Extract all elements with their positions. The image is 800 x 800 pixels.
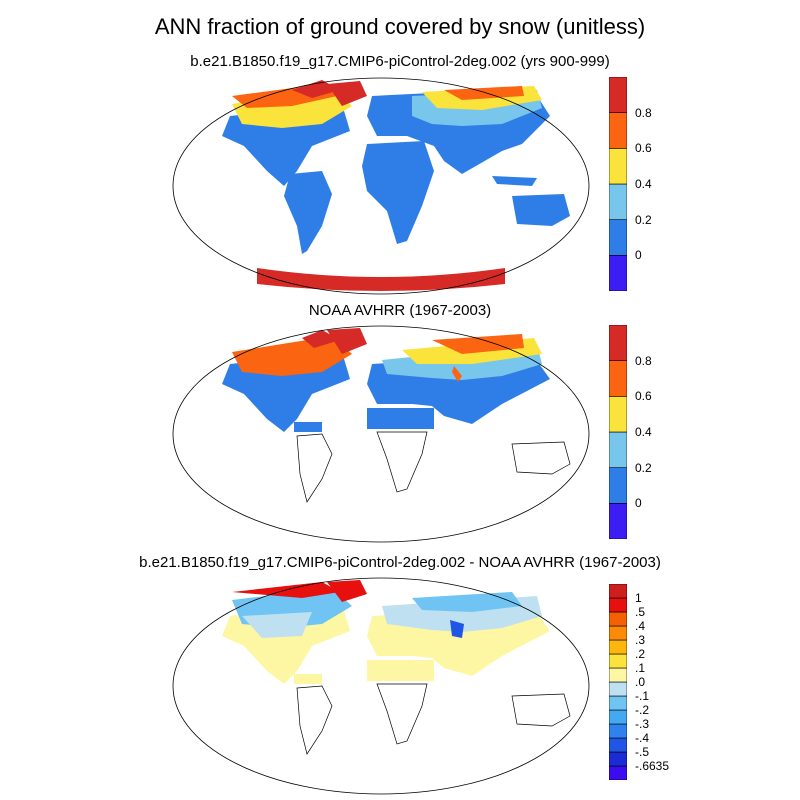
colorbar-segment: [608, 112, 628, 149]
colorbar-segment: [608, 597, 628, 613]
colorbar-segment: [608, 653, 628, 669]
colorbar-segment: [608, 681, 628, 697]
colorbar-label: 0.2: [635, 460, 652, 475]
colorbar-label: 0.6: [635, 389, 652, 404]
colorbar-label: 0.6: [635, 141, 652, 156]
colorbar-segment: [608, 183, 628, 220]
colorbar-panel-1: [608, 76, 628, 292]
colorbar-segment: [608, 396, 628, 433]
panel-3-title: b.e21.B1850.f19_g17.CMIP6-piControl-2deg…: [139, 554, 661, 571]
colorbar-label: 0.4: [635, 425, 652, 439]
colorbar-segment: [608, 639, 628, 655]
colorbar-segment: [608, 467, 628, 504]
colorbar-segment: [608, 219, 628, 256]
colorbar-label: -.3: [635, 717, 650, 731]
colorbar-segment: [608, 695, 628, 711]
colorbar-segment: [608, 737, 628, 753]
colorbar-label: 0: [635, 248, 642, 263]
map-model-snow: [172, 77, 590, 295]
colorbar-label: 0.8: [635, 105, 652, 120]
colorbar-segment: [608, 76, 628, 113]
colorbar-label: 0.4: [635, 177, 652, 191]
colorbar-label: .3: [635, 633, 646, 647]
colorbar-segment: [608, 723, 628, 739]
colorbar-panel-2: [608, 324, 628, 540]
colorbar-label: -.4: [635, 731, 650, 745]
colorbar-segment: [608, 611, 628, 627]
colorbar-label: .4: [635, 619, 646, 633]
colorbar-label: .2: [635, 647, 646, 661]
colorbar-label: -.6635: [635, 759, 670, 773]
colorbar-panel-3: [608, 583, 628, 781]
colorbar-label: .5: [635, 605, 646, 619]
colorbar-label: 0: [635, 496, 642, 511]
figure-title: ANN fraction of ground covered by snow (…: [154, 14, 646, 39]
colorbar-segment: [608, 255, 628, 292]
colorbar-label: .0: [635, 675, 646, 689]
colorbar-segment: [608, 360, 628, 397]
colorbar-segment: [608, 765, 628, 781]
colorbar-segment: [608, 148, 628, 185]
colorbar-segment: [608, 667, 628, 683]
panel-1-title: b.e21.B1850.f19_g17.CMIP6-piControl-2deg…: [190, 53, 610, 70]
colorbar-segment: [608, 751, 628, 767]
colorbar-label: -.1: [635, 689, 650, 703]
map-difference: [172, 577, 590, 795]
colorbar-segment: [608, 324, 628, 361]
colorbar-label: 0.8: [635, 353, 652, 368]
colorbar-segment: [608, 583, 628, 599]
colorbar-label: .1: [635, 661, 646, 675]
colorbar-label: -.2: [635, 703, 650, 717]
colorbar-label: -.5: [635, 745, 650, 759]
map-observed-snow: [172, 325, 590, 543]
colorbar-label: 1: [635, 591, 642, 605]
colorbar-label: 0.2: [635, 212, 652, 227]
colorbar-segment: [608, 709, 628, 725]
colorbar-segment: [608, 503, 628, 540]
colorbar-segment: [608, 431, 628, 468]
panel-2-title: NOAA AVHRR (1967-2003): [308, 302, 492, 319]
colorbar-segment: [608, 625, 628, 641]
